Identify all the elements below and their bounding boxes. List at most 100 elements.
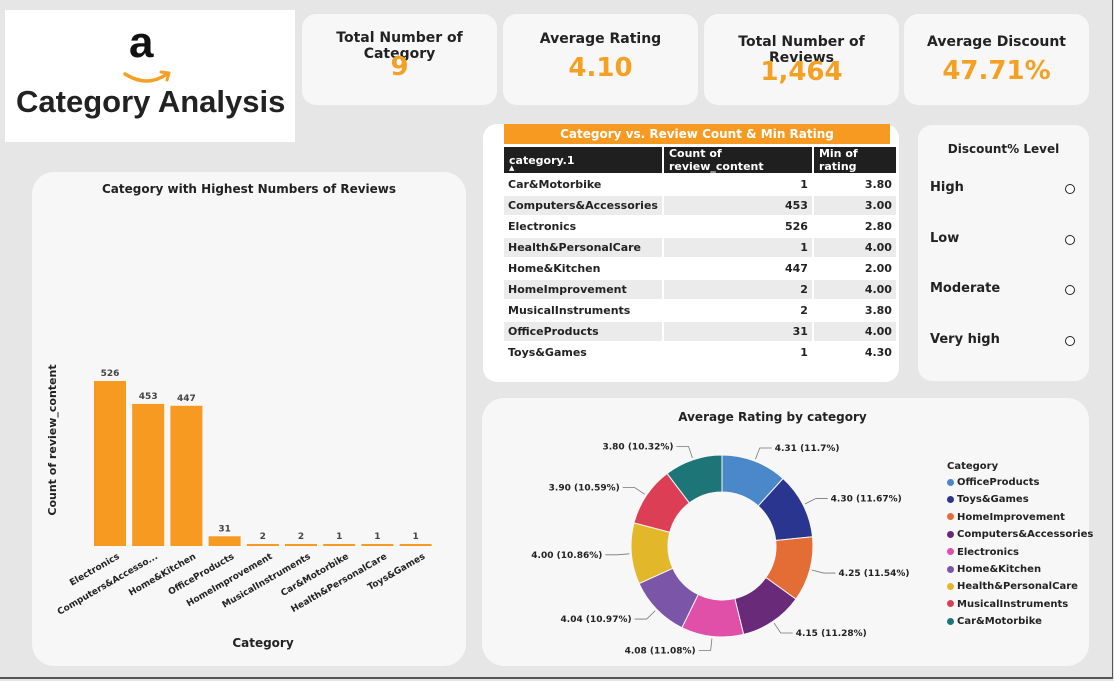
kpi-card-average-discount: Average Discount 47.71% — [904, 14, 1089, 105]
donut-data-label: 3.80 (10.32%) — [602, 442, 673, 452]
bar[interactable] — [323, 544, 356, 546]
legend-dot-icon — [947, 513, 954, 521]
donut-chart-title: Average Rating by category — [678, 410, 867, 424]
legend-label: Home&Kitchen — [957, 564, 1042, 575]
amazon-logo-icon: a — [123, 18, 175, 90]
legend-dot-icon — [947, 530, 954, 538]
cell-category: Computers&Accessories — [504, 196, 662, 215]
bar[interactable] — [285, 544, 317, 546]
bar-x-axis-label: Category — [232, 636, 294, 650]
bar[interactable] — [132, 403, 165, 546]
kpi-value: 4.10 — [568, 53, 633, 83]
cell-min-rating: 4.00 — [813, 322, 896, 341]
legend-item[interactable]: MusicalInstruments — [947, 599, 1068, 610]
cell-review-count: 453 — [663, 196, 812, 215]
table-row[interactable]: Health&PersonalCare 1 4.00 — [504, 238, 896, 257]
slicer-option-low[interactable]: Low — [930, 231, 1075, 251]
legend-label: OfficeProducts — [957, 477, 1040, 488]
bar-chart-card: Category with Highest Numbers of Reviews… — [32, 172, 466, 666]
bar-data-label: 1 — [374, 532, 380, 542]
donut-legend: Category OfficeProducts Toys&Games HomeImp… — [947, 461, 1093, 661]
bar[interactable] — [246, 544, 279, 546]
legend-dot-icon — [947, 548, 954, 556]
cell-min-rating: 4.30 — [813, 343, 896, 362]
donut-leader-line — [755, 447, 772, 460]
table-row[interactable]: Car&Motorbike 1 3.80 — [504, 175, 896, 194]
table-title-bar: Category vs. Review Count & Min Rating — [504, 124, 890, 144]
donut-data-label: 4.04 (10.97%) — [561, 615, 632, 625]
bar[interactable] — [208, 536, 241, 546]
table-row[interactable]: Electronics 526 2.80 — [504, 217, 896, 236]
kpi-label: Average Discount — [927, 34, 1066, 50]
donut-leader-line — [773, 622, 793, 634]
table-row[interactable]: Computers&Accessories 453 3.00 — [504, 196, 896, 215]
cell-review-count: 31 — [663, 322, 812, 341]
legend-item[interactable]: HomeImprovement — [947, 512, 1065, 523]
legend-item[interactable]: Car&Motorbike — [947, 616, 1042, 627]
legend-item[interactable]: Electronics — [947, 547, 1019, 558]
donut-data-label: 4.31 (11.7%) — [775, 444, 840, 454]
column-header-review-count[interactable]: Count of review_content — [663, 147, 812, 173]
slicer-option-high[interactable]: High — [930, 180, 1075, 200]
bar-data-label: 31 — [218, 524, 231, 534]
kpi-value: 9 — [390, 52, 409, 82]
donut-data-label: 4.15 (11.28%) — [796, 629, 867, 639]
cell-category: Health&PersonalCare — [504, 238, 662, 257]
legend-item[interactable]: Computers&Accessories — [947, 529, 1093, 540]
legend-label: Computers&Accessories — [957, 529, 1094, 541]
legend-dot-icon — [947, 495, 954, 503]
donut-leader-line — [698, 638, 713, 651]
column-header-category[interactable]: category.1 ▲ — [504, 147, 662, 173]
bar[interactable] — [361, 544, 394, 546]
legend-dot-icon — [947, 565, 954, 573]
table-card: Category vs. Review Count & Min Rating c… — [483, 124, 899, 382]
cell-review-count: 1 — [663, 343, 812, 362]
donut-leader-line — [676, 446, 693, 458]
bar-category-label: Home&Kitchen — [127, 552, 198, 598]
slicer-option-moderate[interactable]: Moderate — [930, 281, 1075, 301]
donut-slice[interactable] — [666, 454, 723, 504]
radio-button-icon[interactable] — [1065, 235, 1075, 245]
bar-data-label: 447 — [177, 394, 196, 404]
legend-item[interactable]: Health&PersonalCare — [947, 581, 1078, 592]
legend-dot-icon — [947, 617, 954, 625]
legend-label: Toys&Games — [957, 494, 1029, 506]
radio-button-icon[interactable] — [1065, 336, 1075, 346]
donut-leader-line — [605, 553, 630, 556]
legend-label: Health&PersonalCare — [957, 581, 1078, 593]
cell-min-rating: 3.80 — [813, 301, 896, 320]
title-card: a Category Analysis — [5, 10, 295, 142]
legend-title: Category — [947, 461, 999, 472]
table-row[interactable]: Home&Kitchen 447 2.00 — [504, 259, 896, 278]
donut-data-label: 4.30 (11.67%) — [831, 495, 902, 505]
review-table: category.1 ▲ Count of review_content Min … — [502, 145, 898, 364]
table-row[interactable]: MusicalInstruments 2 3.80 — [504, 301, 896, 320]
legend-item[interactable]: Toys&Games — [947, 494, 1029, 505]
bar-data-label: 1 — [336, 532, 342, 542]
radio-button-icon[interactable] — [1065, 285, 1075, 295]
column-header-min-rating[interactable]: Min of rating — [813, 147, 896, 173]
table-row[interactable]: HomeImprovement 2 4.00 — [504, 280, 896, 299]
cell-min-rating: 4.00 — [813, 238, 896, 257]
table-row[interactable]: OfficeProducts 31 4.00 — [504, 322, 896, 341]
table-row[interactable]: Toys&Games 1 4.30 — [504, 343, 896, 362]
cell-category: OfficeProducts — [504, 322, 662, 341]
legend-item[interactable]: Home&Kitchen — [947, 564, 1041, 575]
bar[interactable] — [399, 544, 432, 546]
sort-ascending-icon[interactable]: ▲ — [509, 164, 515, 172]
donut-data-label: 4.00 (10.86%) — [531, 551, 602, 561]
cell-category: Home&Kitchen — [504, 259, 662, 278]
radio-button-icon[interactable] — [1065, 184, 1075, 194]
cell-category: MusicalInstruments — [504, 301, 662, 320]
bar[interactable] — [170, 405, 203, 546]
bar[interactable] — [94, 381, 126, 546]
donut-chart: 4.31 (11.7%) 4.30 (11.67%) 4.25 (11.54%) 4.… — [531, 442, 909, 656]
donut-leader-line — [634, 610, 656, 620]
donut-data-label: 4.25 (11.54%) — [838, 569, 909, 579]
slicer-option-very-high[interactable]: Very high — [930, 332, 1075, 352]
legend-label: Car&Motorbike — [957, 616, 1042, 628]
legend-item[interactable]: OfficeProducts — [947, 477, 1039, 488]
kpi-label: Total Number of Category — [336, 30, 463, 62]
kpi-card-average-rating: Average Rating 4.10 — [503, 14, 698, 105]
